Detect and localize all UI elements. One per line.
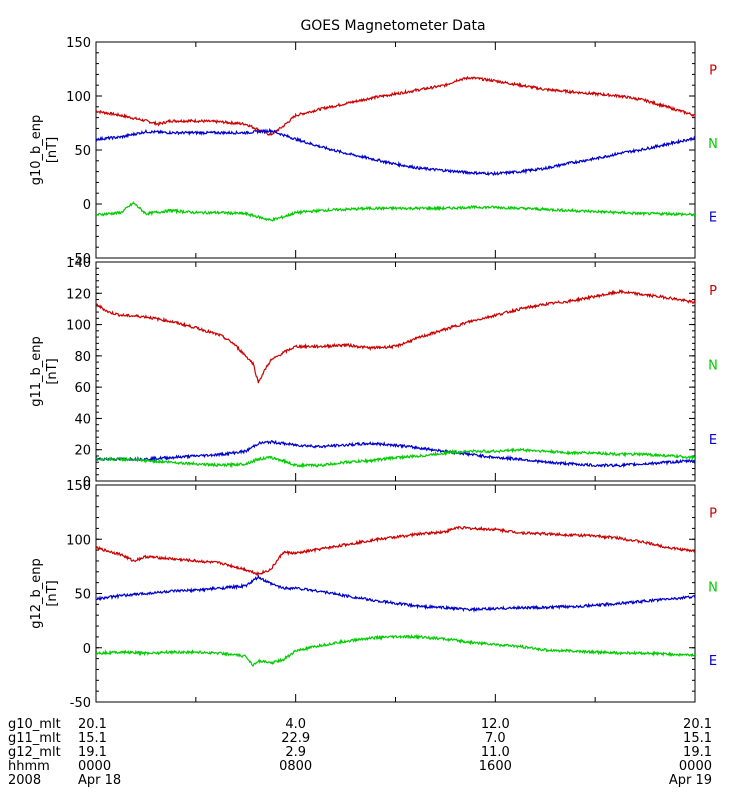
series-label-E: E [709,433,717,448]
y-tick-label: 20 [74,444,91,459]
y-tick-label: 50 [74,588,91,603]
y-tick-label: 150 [66,36,91,51]
x-table-cell: 20.1 [78,717,107,732]
x-table-cell: 20.1 [683,717,712,732]
y-tick-label: 120 [66,287,91,302]
panel-frame [95,41,696,259]
series-label-N: N [708,358,718,373]
series-label-E: E [709,210,717,225]
x-table-cell: 4.0 [285,717,306,732]
panel-1: -50 0 50 100 150 g10_b_enp [nT] P N E [29,36,718,267]
panel-frame [95,484,696,703]
y-axis-unit: [nT] [45,580,60,606]
panel-3: -50 0 50 100 150 g12_b_enp [nT] P N E [29,479,718,711]
y-tick-label: 100 [66,533,91,548]
series-label-E: E [709,654,717,669]
x-table-cell: 19.1 [683,745,712,760]
y-tick-label: 0 [83,642,91,657]
x-table-row-label: g11_mlt [8,731,61,746]
series-line-N [96,439,695,469]
y-axis-unit: [nT] [45,137,60,163]
x-table-row-label: g12_mlt [8,745,61,760]
y-tick-label: 100 [66,90,91,105]
x-table-cell: 19.1 [78,745,107,760]
x-table-cell: 11.0 [481,745,510,760]
series-line-N [96,574,695,613]
y-tick-label: 80 [74,350,91,365]
x-table-cell: 22.9 [281,731,310,746]
x-table-cell: Apr 18 [78,773,121,788]
y-axis-unit: [nT] [45,358,60,384]
x-table-cell: 2.9 [285,745,306,760]
y-tick-label: 40 [74,412,91,427]
x-table-row-label: 2008 [8,773,41,788]
y-tick-label: 0 [83,198,91,213]
y-tick-label: 100 [66,319,91,334]
y-tick-label: -50 [70,696,91,711]
y-axis-label: g11_b_enp [29,336,44,407]
series-label-P: P [709,507,717,522]
x-table-cell: 7.0 [485,731,506,746]
x-table-cell: 12.0 [481,717,510,732]
x-table-row-label: hhmm [8,759,50,774]
x-table-cell: 0000 [679,759,712,774]
series-line-N [96,127,695,177]
series-label-N: N [708,137,718,152]
series-label-N: N [708,580,718,595]
series-line-E [96,447,695,469]
series-label-P: P [709,63,717,78]
series-line-E [96,201,695,222]
series-line-P [96,289,695,384]
x-axis-table: g10_mltg11_mltg12_mlthhmm200820.115.119.… [8,717,712,788]
chart-title: GOES Magnetometer Data [300,18,485,34]
x-table-cell: 1600 [479,759,512,774]
x-table-cell: Apr 19 [669,773,712,788]
y-tick-label: -50 [70,252,91,267]
y-tick-label: 0 [83,475,91,490]
series-label-P: P [709,284,717,299]
series-line-E [96,633,695,667]
x-table-row-label: g10_mlt [8,717,61,732]
y-tick-label: 140 [66,256,91,271]
x-table-cell: 15.1 [683,731,712,746]
y-axis-label: g12_b_enp [29,558,44,629]
y-tick-label: 150 [66,479,91,494]
x-table-cell: 0800 [279,759,312,774]
panel-2: 0 20 40 60 80 100 120 140 g11_b_enp [nT] P N E [29,256,718,490]
y-tick-label: 60 [74,381,91,396]
x-table-cell: 0000 [78,759,111,774]
x-table-cell: 15.1 [78,731,107,746]
series-line-P [96,525,695,577]
y-axis-label: g10_b_enp [29,115,44,186]
y-tick-label: 50 [74,144,91,159]
series-line-P [96,75,695,137]
